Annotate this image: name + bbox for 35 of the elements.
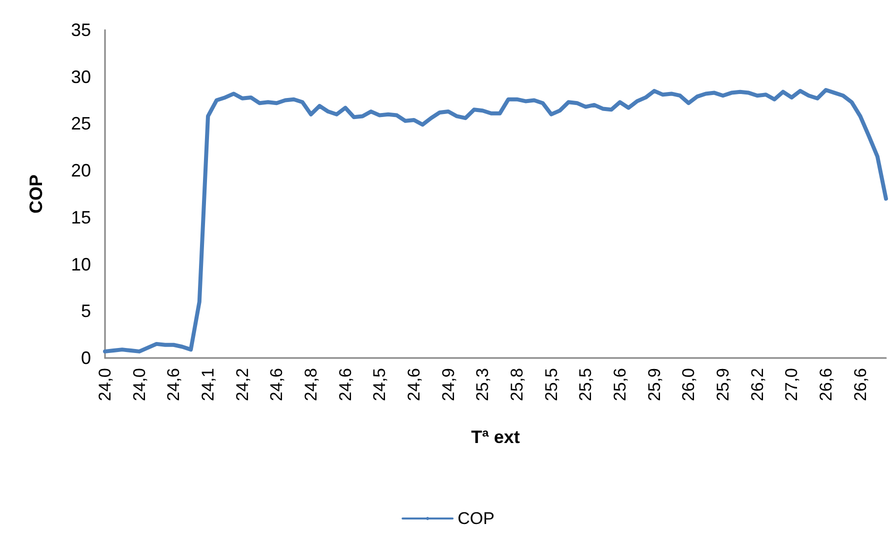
x-tick-label: 25,5 [542, 368, 561, 402]
y-axis-title: COP [26, 174, 46, 214]
x-tick-label: 24,2 [232, 368, 252, 402]
x-tick-label: 25,8 [507, 368, 526, 402]
x-tick-label: 26,6 [850, 368, 870, 402]
x-tick-label: 24,6 [404, 368, 424, 402]
y-tick-label: 30 [70, 66, 91, 87]
x-tick-label: 24,6 [267, 368, 286, 402]
x-tick-label: 25,9 [644, 368, 664, 402]
x-tick-label: 24,9 [438, 368, 458, 402]
y-tick-label: 10 [70, 254, 91, 274]
y-tick-label: 35 [70, 20, 91, 40]
y-tick-label: 0 [80, 348, 91, 368]
legend-label: COP [458, 509, 494, 528]
y-tick-label: 5 [80, 301, 91, 322]
y-tick-label: 20 [70, 160, 91, 181]
y-tick-label: 15 [70, 207, 91, 228]
line-series [103, 88, 888, 354]
x-tick-label: 25,5 [576, 368, 596, 402]
x-tick-label: 26,0 [679, 368, 698, 402]
x-tick-label: 25,9 [713, 368, 732, 402]
x-tick-label: 24,6 [164, 368, 184, 402]
x-tick-label: 24,0 [96, 368, 114, 402]
x-tick-label: 27,0 [782, 368, 802, 402]
x-axis-title: Tª ext [471, 427, 520, 447]
y-tick-label: 25 [70, 114, 91, 134]
x-tick-label: 24,8 [301, 368, 320, 402]
x-tick-label: 24,0 [130, 368, 149, 402]
x-tick-label: 25,6 [610, 368, 630, 402]
x-tick-label: 24,1 [198, 368, 218, 402]
x-tick-label: 26,6 [816, 368, 836, 402]
x-tick-label: 25,3 [473, 368, 492, 402]
x-tick-label: 24,6 [336, 368, 355, 402]
x-tick-label: 24,5 [370, 368, 390, 402]
x-tick-label: 26,2 [748, 368, 767, 402]
